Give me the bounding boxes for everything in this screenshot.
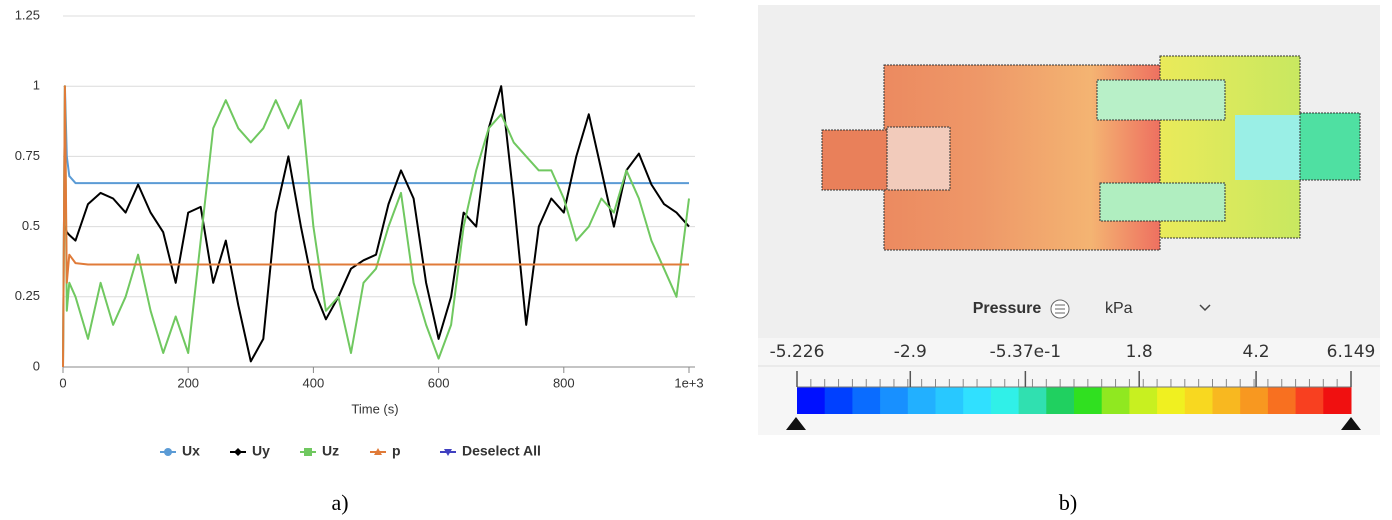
legend-marker [164, 448, 172, 456]
color-swatch [963, 387, 991, 414]
color-swatch [1102, 387, 1130, 414]
y-tick-label: 0.25 [15, 288, 40, 303]
geometry [822, 56, 1360, 250]
color-swatch [1129, 387, 1157, 414]
field-label: Pressure [973, 300, 1042, 317]
color-swatch [1323, 387, 1351, 414]
x-tick-label: 0 [59, 375, 66, 390]
color-swatch [880, 387, 908, 414]
colorbar-tick-label: -2.9 [894, 342, 927, 362]
color-swatch [825, 387, 853, 414]
y-tick-label: 0.75 [15, 148, 40, 163]
legend-label[interactable]: Uy [252, 443, 270, 459]
series-line [63, 86, 689, 361]
colorbar-tick-label: -5.226 [770, 342, 825, 362]
legend: Ux Uy Uz p Deselect All [160, 443, 541, 459]
y-tick-label: 0.5 [22, 218, 40, 233]
colorbar-tick-label: 6.149 [1327, 342, 1376, 362]
y-tick-label: 1 [33, 78, 40, 93]
line-chart: 0 0.25 0.5 0.75 1 1.25 0 200 400 600 800 1e+3 [15, 7, 704, 390]
color-swatch [1046, 387, 1074, 414]
legend-label[interactable]: Ux [182, 443, 200, 459]
colorbar-tick-label: 1.8 [1126, 342, 1153, 362]
color-swatch [1213, 387, 1241, 414]
color-swatch [908, 387, 936, 414]
x-tick-label: 400 [303, 375, 325, 390]
colorbar-tick-label: 4.2 [1243, 342, 1270, 362]
figure: Pressure kPa -5.226 -2.9 -5.37e-1 1.8 4.2 6.1… [0, 0, 1392, 520]
legend-marker [234, 448, 242, 456]
color-swatch [936, 387, 964, 414]
color-swatch [1074, 387, 1102, 414]
x-axis-title: Time (s) [351, 401, 398, 416]
x-tick-label: 800 [553, 375, 575, 390]
color-swatch [1185, 387, 1213, 414]
legend-label[interactable]: Uz [322, 443, 339, 459]
color-swatch [1268, 387, 1296, 414]
x-tick-label: 600 [428, 375, 450, 390]
legend-marker [304, 448, 312, 456]
x-tick-label: 200 [177, 375, 199, 390]
unit-select[interactable]: kPa [1105, 300, 1133, 317]
colorbar-tick-label: -5.37e-1 [990, 342, 1061, 362]
panel-label: b) [1059, 490, 1077, 515]
legend-label[interactable]: Deselect All [462, 443, 541, 459]
x-tick-label: 1e+3 [674, 375, 703, 390]
color-swatch [1157, 387, 1185, 414]
color-swatch [1296, 387, 1324, 414]
panel-label: a) [331, 490, 348, 515]
color-swatch [1019, 387, 1047, 414]
color-swatch [991, 387, 1019, 414]
y-tick-label: 0 [33, 358, 40, 373]
legend-label[interactable]: p [392, 443, 401, 459]
color-swatch [797, 387, 825, 414]
y-tick-label: 1.25 [15, 7, 40, 22]
color-swatch [852, 387, 880, 414]
color-swatch [1240, 387, 1268, 414]
